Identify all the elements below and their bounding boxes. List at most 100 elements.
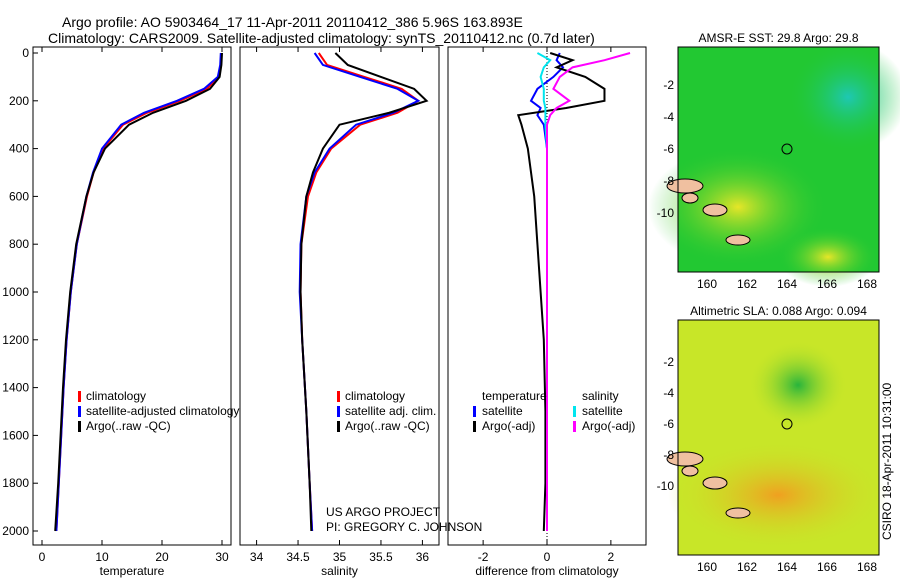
diff-xtick-label: 2 [608, 550, 615, 564]
map-xtick-label: 160 [697, 277, 717, 291]
diff-legend-header: temperature [482, 389, 547, 403]
sal-series-satellite-adj-clim- [298, 52, 421, 532]
map-xtick-label: 166 [817, 277, 837, 291]
sal-axes-box [239, 46, 440, 546]
map-xtick-label: 162 [737, 277, 757, 291]
diff-legend-swatch [573, 406, 576, 417]
sal-xtick-label: 34.5 [286, 550, 310, 564]
map-ytick-label: -6 [663, 142, 674, 156]
map-ytick-label: -4 [663, 110, 674, 124]
map-frame [677, 319, 880, 556]
project-line1: US ARGO PROJECT [326, 505, 441, 519]
sal-legend-label: climatology [345, 389, 405, 403]
diff-legend-swatch [473, 421, 476, 432]
temp-ytick-label: 200 [9, 94, 29, 108]
sal-xlabel: salinity [321, 564, 358, 578]
map-ytick-label: -2 [663, 355, 674, 369]
diff-series-salinity-argo-adj- [546, 52, 631, 531]
map-xtick-label: 166 [817, 560, 837, 574]
map-xtick-label: 160 [697, 560, 717, 574]
sal-series-argo-raw-qc- [299, 52, 429, 532]
temp-xtick-label: 30 [215, 550, 229, 564]
temp-legend-swatch [78, 391, 81, 402]
sst-warm-patch [788, 42, 900, 152]
island [702, 203, 728, 217]
island [702, 476, 728, 490]
sal-legend-swatch [337, 406, 340, 417]
temp-xtick-label: 20 [155, 550, 169, 564]
profile-location-marker [781, 143, 793, 155]
temp-series-satellite-adjusted-climatology [55, 52, 222, 532]
map-title: AMSR-E SST: 29.8 Argo: 29.8 [698, 31, 858, 45]
profile-location-marker [781, 418, 793, 430]
map-xtick-label: 168 [857, 560, 877, 574]
island [725, 234, 751, 246]
temp-ytick-label: 1000 [2, 285, 29, 299]
map-xtick-label: 164 [777, 277, 797, 291]
island [681, 465, 699, 477]
diff-legend-swatch [573, 421, 576, 432]
temp-ytick-label: 1800 [2, 476, 29, 490]
figure-title-line2: Climatology: CARS2009. Satellite-adjuste… [48, 30, 595, 46]
diff-series-temperature-argo-adj- [516, 52, 606, 532]
temp-series-argo-raw-qc- [54, 52, 223, 532]
diff-legend-label: satellite [582, 404, 623, 418]
temp-ytick-label: 600 [9, 189, 29, 203]
temp-xtick-label: 10 [95, 550, 109, 564]
temp-ytick-label: 2000 [2, 524, 29, 538]
map-ytick-label: -8 [663, 174, 674, 188]
figure-title-line1: Argo profile: AO 5903464_17 11-Apr-2011 … [62, 14, 523, 30]
temp-legend-swatch [78, 421, 81, 432]
temp-ytick-label: 800 [9, 237, 29, 251]
map-ytick-label: -8 [663, 448, 674, 462]
temp-ytick-label: 1600 [2, 428, 29, 442]
temp-axes-box [32, 46, 232, 546]
sal-series-climatology [299, 52, 421, 532]
map-xtick-label: 164 [777, 560, 797, 574]
temp-ytick-label: 1200 [2, 333, 29, 347]
diff-xlabel: difference from climatology [475, 564, 618, 578]
diff-legend-label: satellite [482, 404, 523, 418]
diff-xtick-label: 0 [544, 550, 551, 564]
map-ytick-label: -10 [657, 206, 675, 220]
map-frame [677, 46, 880, 273]
temp-legend-label: Argo(..raw -QC) [86, 419, 171, 433]
island [666, 178, 704, 194]
temp-legend-label: climatology [86, 389, 146, 403]
project-line2: PI: GREGORY C. JOHNSON [326, 520, 483, 534]
map-ytick-label: -2 [663, 78, 674, 92]
sla-green-patch [748, 340, 848, 430]
temp-series-climatology [55, 52, 223, 532]
sal-xtick-label: 35 [333, 550, 347, 564]
map-ytick-label: -6 [663, 417, 674, 431]
temp-legend-swatch [78, 406, 81, 417]
sal-legend-label: satellite adj. clim. [345, 404, 436, 418]
diff-legend-label: Argo(-adj) [482, 419, 535, 433]
diff-legend-swatch [473, 406, 476, 417]
map-ytick-label: -10 [657, 479, 675, 493]
temp-ytick-label: 400 [9, 142, 29, 156]
sla-orange-patch [668, 440, 888, 550]
sal-xtick-label: 36 [416, 550, 430, 564]
map-xtick-label: 162 [737, 560, 757, 574]
diff-xtick-label: -2 [478, 550, 489, 564]
sal-legend-swatch [337, 391, 340, 402]
map-ytick-label: -4 [663, 386, 674, 400]
temp-ytick-label: 1400 [2, 381, 29, 395]
diff-legend-header: salinity [582, 389, 619, 403]
sal-xtick-label: 35.5 [369, 550, 393, 564]
diff-legend-label: Argo(-adj) [582, 419, 635, 433]
sal-xtick-label: 34 [250, 550, 264, 564]
map-title: Altimetric SLA: 0.088 Argo: 0.094 [690, 304, 867, 318]
map-1 [666, 319, 888, 556]
sal-legend-label: Argo(..raw -QC) [345, 419, 430, 433]
temp-xlabel: temperature [100, 564, 165, 578]
map-xtick-label: 168 [857, 277, 877, 291]
island [681, 192, 699, 204]
sst-yellow-patch [648, 147, 828, 267]
temp-legend-label: satellite-adjusted climatology [86, 404, 239, 418]
temp-ytick-label: 0 [22, 46, 29, 60]
temp-xtick-label: 0 [39, 550, 46, 564]
